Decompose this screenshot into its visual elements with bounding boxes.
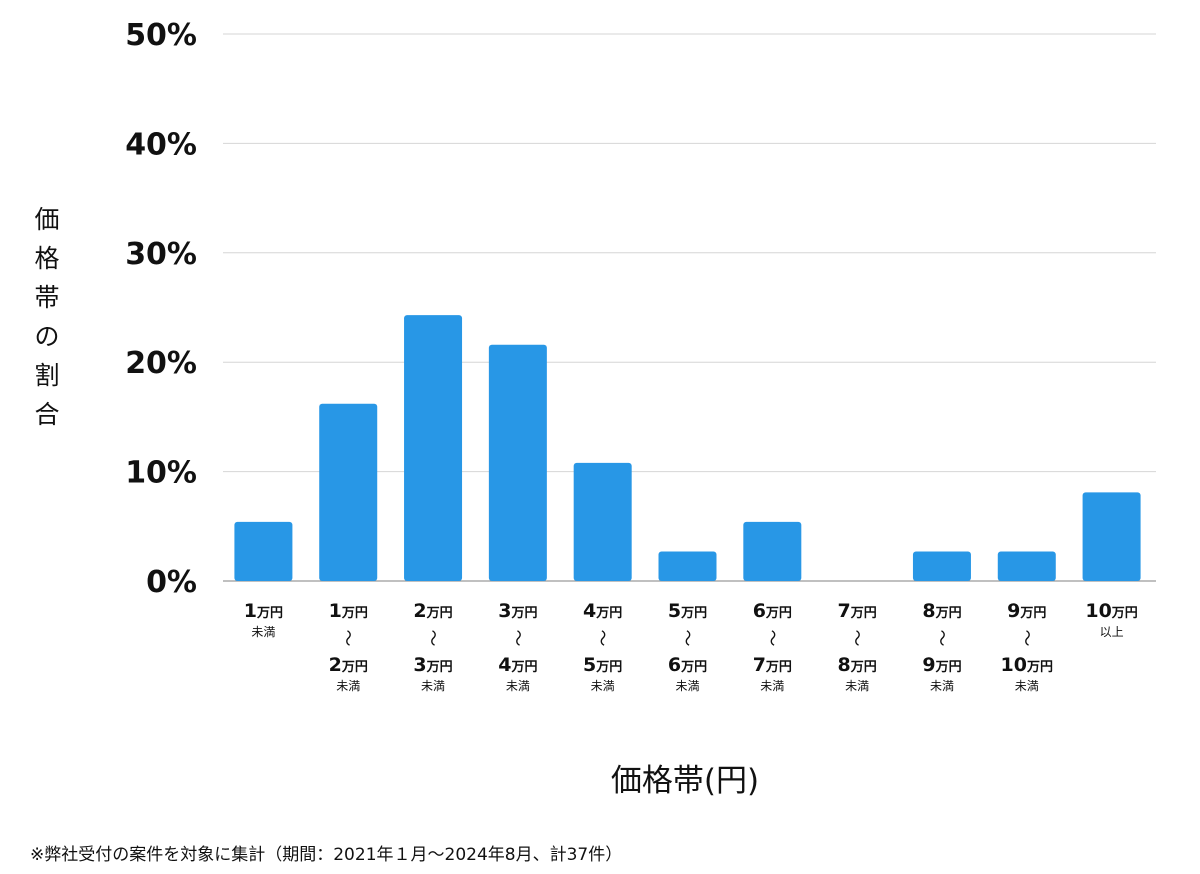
x-tick-suffix: 未満 <box>845 679 869 693</box>
x-tick-suffix: 未満 <box>421 679 445 693</box>
y-tick-label: 30% <box>125 237 197 272</box>
y-axis-label-char: の <box>34 322 60 351</box>
x-tick-range-mark: 〜 <box>507 630 527 647</box>
x-tick-range-mark: 〜 <box>422 630 442 647</box>
y-axis-label: 価格帯の割合 <box>30 200 64 434</box>
x-tick-line: 5万円 <box>583 654 622 676</box>
x-tick-range-mark: 〜 <box>931 630 951 647</box>
x-tick-line: 1万円 <box>244 600 283 622</box>
x-tick-range-mark: 〜 <box>761 630 781 647</box>
footnote: ※弊社受付の案件を対象に集計（期間：2021年１月〜2024年8月、計37件） <box>30 845 623 865</box>
bar <box>658 551 717 581</box>
x-tick-line: 6万円 <box>668 654 707 676</box>
bar <box>234 521 293 581</box>
x-tick-line: 2万円 <box>413 600 452 622</box>
x-tick-line: 2万円 <box>329 654 368 676</box>
x-tick-line: 3万円 <box>498 600 537 622</box>
x-tick-range-mark: 〜 <box>1016 630 1036 647</box>
x-tick-line: 7万円 <box>753 654 792 676</box>
x-axis-ticks: 1万円未満1万円〜2万円未満2万円〜3万円未満3万円〜4万円未満4万円〜5万円未… <box>244 600 1138 693</box>
x-tick-line: 10万円 <box>1001 654 1053 676</box>
y-axis-label-char: 価 <box>34 205 60 234</box>
y-axis-ticks: 0% 10% 20% 30% 40% 50% <box>125 18 197 600</box>
x-tick-suffix: 以上 <box>1100 625 1124 639</box>
bar <box>743 521 802 581</box>
x-tick-line: 9万円 <box>922 654 961 676</box>
x-tick-line: 8万円 <box>922 600 961 622</box>
x-tick-line: 7万円 <box>838 600 877 622</box>
x-tick-suffix: 未満 <box>506 679 530 693</box>
bar <box>912 551 971 581</box>
bars <box>234 315 1141 581</box>
y-tick-label: 20% <box>125 346 197 381</box>
x-tick-line: 9万円 <box>1007 600 1046 622</box>
bar <box>1082 492 1141 581</box>
x-tick-line: 1万円 <box>329 600 368 622</box>
y-axis-label-char: 帯 <box>34 283 60 312</box>
x-tick-suffix: 未満 <box>760 679 784 693</box>
y-tick-label: 50% <box>125 18 197 53</box>
y-axis-label-char: 割 <box>34 361 60 390</box>
x-tick-line: 10万円 <box>1085 600 1137 622</box>
x-tick-range-mark: 〜 <box>846 630 866 647</box>
x-axis-label: 価格帯(円) <box>610 763 760 799</box>
y-axis-label-char: 合 <box>34 400 60 429</box>
y-tick-label: 40% <box>125 127 197 162</box>
x-tick-suffix: 未満 <box>336 679 360 693</box>
y-axis-label-char: 格 <box>34 244 60 273</box>
x-tick-line: 6万円 <box>753 600 792 622</box>
x-tick-range-mark: 〜 <box>677 630 697 647</box>
bar <box>573 462 632 581</box>
x-tick-range-mark: 〜 <box>592 630 612 647</box>
x-tick-line: 4万円 <box>498 654 537 676</box>
bar <box>404 315 463 581</box>
bar <box>319 403 378 581</box>
x-tick-suffix: 未満 <box>1015 679 1039 693</box>
x-tick-suffix: 未満 <box>930 679 954 693</box>
bar <box>997 551 1056 581</box>
bar <box>488 344 547 581</box>
x-tick-line: 4万円 <box>583 600 622 622</box>
x-tick-line: 3万円 <box>413 654 452 676</box>
x-tick-suffix: 未満 <box>251 625 275 639</box>
x-tick-suffix: 未満 <box>675 679 699 693</box>
y-tick-label: 10% <box>125 456 197 491</box>
x-tick-range-mark: 〜 <box>337 630 357 647</box>
y-tick-label: 0% <box>146 565 197 600</box>
x-tick-line: 8万円 <box>838 654 877 676</box>
x-tick-line: 5万円 <box>668 600 707 622</box>
gridlines <box>223 33 1156 582</box>
x-tick-suffix: 未満 <box>591 679 615 693</box>
